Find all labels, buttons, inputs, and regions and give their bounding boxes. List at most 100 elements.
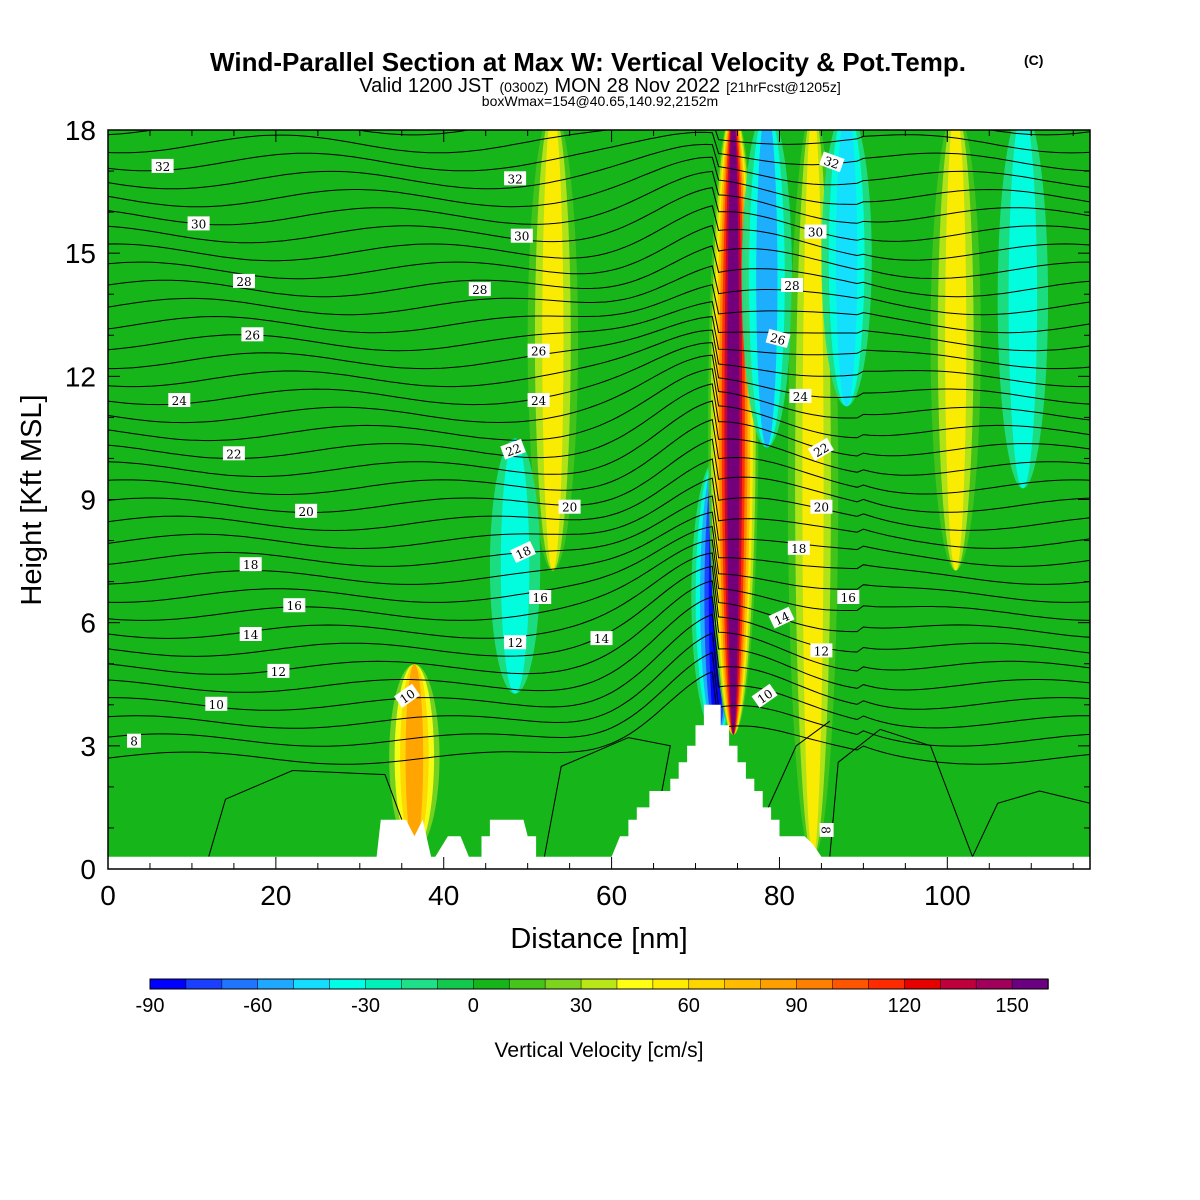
isentrope-line-20	[108, 342, 1090, 406]
isentropes	[108, 130, 1090, 857]
isentrope-label-box-3	[241, 327, 264, 342]
isentrope-label-box-11	[205, 696, 228, 711]
isentrope-label-28: 26	[765, 328, 791, 349]
y-axis-label: Height [Kft MSL]	[16, 394, 48, 605]
isentrope-label-box-22	[529, 590, 552, 604]
isentrope-line-2	[108, 632, 1090, 729]
valid-time-line: Valid 1200 JST (0300Z) MON 28 Nov 2022 [21h…	[359, 75, 840, 97]
isentrope-label-box-4	[168, 393, 191, 407]
velocity-bands	[389, 130, 1049, 858]
isentrope-label-box-2	[233, 273, 255, 288]
isentrope-label-box-35	[810, 643, 833, 658]
velocity-band-5-layer-2	[756, 130, 778, 448]
y-axis: 0 3 6 9 12 15 18	[65, 115, 1090, 885]
isentrope-label-text-0: 32	[155, 160, 170, 174]
velocity-band-7-layer-2	[835, 130, 858, 407]
isentrope-label-8: 16	[283, 598, 306, 613]
colorbar-tick-label-6: 90	[785, 995, 807, 1017]
isentrope-label-box-15	[510, 228, 533, 243]
x-tick-label-0: 0	[100, 880, 116, 911]
colorbar-tick-label-0: -90	[136, 995, 165, 1017]
colorbar-swatch-18	[796, 978, 834, 990]
isentrope-label-text-2: 28	[236, 275, 251, 289]
isentrope-line-29	[108, 187, 1090, 244]
isentrope-label-11: 10	[205, 696, 228, 712]
colorbar-swatch-9	[473, 978, 510, 990]
x-tick-label-20: 20	[260, 880, 291, 911]
isentrope-label-box-31	[810, 499, 833, 514]
colorbar-swatch-14	[652, 978, 690, 990]
isentrope-label-text-14: 32	[507, 172, 522, 186]
isentrope-label-text-25: 32	[822, 154, 841, 172]
colorbar-tick-label-4: 30	[570, 995, 592, 1017]
isentrope-line-11	[108, 495, 1090, 567]
colorbar-swatch-15	[688, 978, 726, 990]
velocity-band-4-layer-7	[727, 130, 740, 735]
isentrope-label-text-35: 12	[814, 644, 829, 658]
isentrope-label-26: 30	[804, 224, 827, 240]
x-tick-label-80: 80	[764, 880, 795, 911]
isentrope-line-16	[108, 400, 1090, 477]
isentrope-label-21: 18	[510, 541, 537, 563]
y-tick-label-18: 18	[65, 115, 96, 146]
isentrope-label-box-25	[819, 151, 845, 173]
isentrope-label-9: 14	[239, 627, 262, 642]
colorbar-swatch-10	[508, 978, 546, 990]
isentrope-label-text-7: 18	[243, 558, 258, 572]
isentrope-line-22	[108, 316, 1090, 370]
colorbar-swatch-1	[185, 978, 223, 990]
isentrope-label-box-12	[127, 733, 141, 748]
isentrope-label-box-9	[239, 627, 262, 641]
isentrope-label-6: 20	[295, 503, 318, 519]
y-tick-label-6: 6	[80, 608, 96, 639]
isentrope-label-text-16: 28	[472, 283, 487, 297]
isentrope-line-24	[108, 284, 1090, 334]
y-tick-label-15: 15	[65, 238, 96, 269]
colorbar-frame	[149, 978, 1049, 990]
y-tick-label-12: 12	[65, 361, 96, 392]
low-contour-1	[543, 737, 671, 857]
isentrope-label-text-6: 20	[298, 505, 313, 519]
isentrope-line-13	[108, 458, 1090, 532]
isentrope-label-box-18	[527, 393, 550, 407]
isentrope-line-18	[108, 368, 1090, 442]
isentrope-line-3	[108, 613, 1090, 711]
velocity-band-2-layer-1	[500, 438, 530, 694]
isentrope-label-box-34	[768, 606, 795, 629]
colorbar-tick-label-3: 0	[468, 995, 479, 1017]
colorbar-swatch-6	[365, 978, 403, 990]
colorbar-ticks: -90 -60 -30 0 30 60 90 120 150	[136, 995, 1029, 1017]
isentrope-label-16: 28	[468, 282, 491, 297]
colorbar-swatch-3	[257, 978, 295, 990]
low-contour-2	[829, 728, 973, 857]
isentrope-label-text-18: 24	[531, 394, 547, 408]
isentrope-label-box-10	[267, 663, 290, 678]
colorbar-swatch-21	[904, 978, 941, 990]
velocity-band-0-layer-3	[405, 664, 424, 850]
isentrope-label-box-24	[504, 635, 527, 650]
isentrope-label-17: 26	[527, 343, 550, 359]
colorbar-swatch-4	[293, 978, 331, 990]
colorbar-tick-label-5: 60	[678, 995, 700, 1017]
isentrope-label-text-37: 8	[819, 826, 833, 834]
valid-date: MON 28 Nov 2022	[554, 75, 720, 97]
isentrope-line-25	[108, 265, 1090, 316]
isentrope-line-7	[108, 552, 1090, 639]
x-tick-label-60: 60	[596, 880, 627, 911]
isentrope-label-box-28	[765, 328, 791, 349]
isentrope-label-box-37	[819, 823, 834, 837]
isentrope-line-27	[108, 224, 1090, 280]
isentrope-label-text-17: 26	[531, 345, 546, 359]
low-contour-0	[208, 769, 403, 857]
colorbar-swatch-23	[975, 978, 1013, 990]
isentrope-label-32: 18	[787, 540, 810, 556]
isentrope-label-10: 12	[267, 663, 290, 679]
isentrope-line-30	[108, 170, 1090, 226]
isentrope-labels: 3230282624222018161412108103230282624222…	[127, 151, 860, 837]
isentrope-line-28	[108, 205, 1090, 262]
isentrope-label-30: 22	[807, 437, 834, 461]
valid-time: Valid 1200 JST	[359, 75, 493, 97]
isentrope-label-3: 26	[241, 327, 264, 342]
isentrope-label-22: 16	[529, 590, 552, 605]
